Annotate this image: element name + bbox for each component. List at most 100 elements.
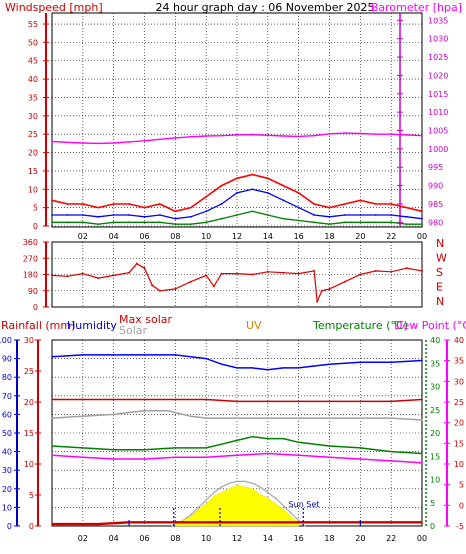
data-point bbox=[205, 195, 208, 198]
data-point bbox=[421, 461, 423, 464]
barometer-axis-title: Barometer [hpa] bbox=[371, 1, 462, 14]
data-point bbox=[259, 486, 261, 488]
data-point bbox=[189, 135, 192, 138]
wind-direction-point bbox=[81, 272, 84, 275]
data-point bbox=[236, 521, 238, 524]
data-point bbox=[159, 203, 161, 205]
data-point bbox=[82, 447, 84, 449]
data-point bbox=[174, 210, 177, 213]
humidity-tick-label: 70 bbox=[2, 392, 12, 401]
legend-uv: UV bbox=[246, 319, 262, 332]
rainfall-tick-label: 15 bbox=[24, 429, 34, 438]
data-point bbox=[282, 184, 285, 187]
data-point bbox=[421, 210, 423, 213]
data-point bbox=[266, 192, 269, 194]
barometer-tick-label: 995 bbox=[428, 163, 443, 172]
legend-solar: Solar bbox=[119, 324, 148, 337]
data-point bbox=[359, 199, 362, 202]
data-point bbox=[297, 417, 300, 419]
data-point bbox=[112, 398, 115, 401]
wind-direction-point bbox=[189, 280, 192, 283]
data-point bbox=[359, 214, 362, 216]
wind-direction-point bbox=[205, 274, 208, 277]
data-point bbox=[82, 354, 84, 356]
data-point bbox=[344, 221, 346, 224]
wind-direction-point bbox=[374, 269, 377, 272]
windspeed-tick-label: 45 bbox=[28, 57, 38, 66]
data-point bbox=[51, 214, 53, 216]
x-tick-label: 18 bbox=[324, 534, 334, 543]
barometer-tick-label: 1000 bbox=[428, 145, 448, 154]
data-point bbox=[205, 521, 207, 524]
x-tick-label: 14 bbox=[263, 534, 273, 543]
data-point bbox=[374, 203, 377, 205]
data-point bbox=[81, 142, 84, 144]
wind-direction-point bbox=[143, 267, 146, 270]
windspeed-tick-label: 35 bbox=[28, 93, 38, 102]
data-point bbox=[282, 199, 285, 202]
wind-direction-point bbox=[313, 269, 316, 272]
data-point bbox=[205, 499, 207, 501]
wind-direction-point bbox=[297, 272, 300, 275]
data-point bbox=[282, 135, 285, 137]
data-point bbox=[51, 417, 53, 419]
ticks-top: 02 04 06 08 10 12 14 16 18 20 22 000510152025303540… bbox=[28, 16, 449, 241]
data-point bbox=[205, 447, 207, 449]
x-tick-label: 22 bbox=[386, 534, 396, 543]
data-point bbox=[236, 367, 238, 369]
data-point bbox=[251, 133, 254, 136]
barometer-tick-label: 980 bbox=[428, 218, 443, 227]
data-point bbox=[143, 458, 146, 460]
x-tick-label: 16 bbox=[294, 232, 304, 241]
data-point bbox=[359, 361, 362, 364]
data-point bbox=[421, 521, 423, 524]
direction-tick-label: 0 bbox=[33, 303, 38, 312]
legend-temperature: Temperature (°C) bbox=[312, 319, 408, 332]
compass-label: N bbox=[436, 295, 444, 308]
data-point bbox=[112, 448, 115, 451]
windspeed-tick-label: 5 bbox=[33, 204, 38, 213]
wind-direction-line bbox=[51, 262, 423, 302]
data-point bbox=[166, 409, 169, 412]
dew-point-tick-label: 25 bbox=[454, 398, 464, 407]
data-point bbox=[359, 132, 362, 135]
data-point bbox=[159, 221, 161, 224]
data-point bbox=[421, 217, 423, 220]
temperature-tick-label: 10 bbox=[430, 476, 440, 485]
data-point bbox=[297, 206, 300, 209]
wind-direction-point bbox=[97, 277, 100, 280]
data-point bbox=[297, 135, 300, 138]
data-point bbox=[282, 367, 285, 369]
data-point bbox=[328, 521, 331, 524]
data-point bbox=[66, 141, 69, 144]
dew-point-tick-label: 15 bbox=[454, 439, 464, 448]
wind-direction-point bbox=[174, 287, 177, 290]
data-point bbox=[328, 215, 331, 218]
humidity-tick-label: 30 bbox=[2, 466, 12, 475]
data-point bbox=[266, 214, 269, 216]
data-point bbox=[51, 523, 53, 525]
data-point bbox=[251, 188, 254, 191]
series-bottom bbox=[51, 354, 423, 527]
x-tick-label: 02 bbox=[78, 534, 88, 543]
data-point bbox=[359, 458, 362, 460]
data-point bbox=[267, 437, 269, 440]
data-point bbox=[328, 363, 331, 365]
dew-point-tick-label: 30 bbox=[454, 377, 464, 386]
data-point bbox=[313, 365, 315, 367]
wind-direction-point bbox=[112, 274, 115, 277]
data-point bbox=[390, 460, 392, 462]
data-point bbox=[328, 456, 331, 458]
humidity-tick-label: 100 bbox=[0, 336, 12, 345]
data-point bbox=[390, 400, 392, 403]
windspeed-tick-label: 30 bbox=[28, 112, 38, 121]
rainfall-tick-label: 0 bbox=[29, 522, 34, 531]
wind-direction-point bbox=[220, 272, 223, 275]
data-point bbox=[236, 439, 238, 442]
windspeed-tick-label: 40 bbox=[28, 75, 38, 84]
data-point bbox=[189, 206, 192, 209]
humidity-tick-label: 60 bbox=[2, 410, 12, 419]
direction-tick-label: 360 bbox=[23, 238, 38, 247]
data-point bbox=[51, 445, 53, 447]
